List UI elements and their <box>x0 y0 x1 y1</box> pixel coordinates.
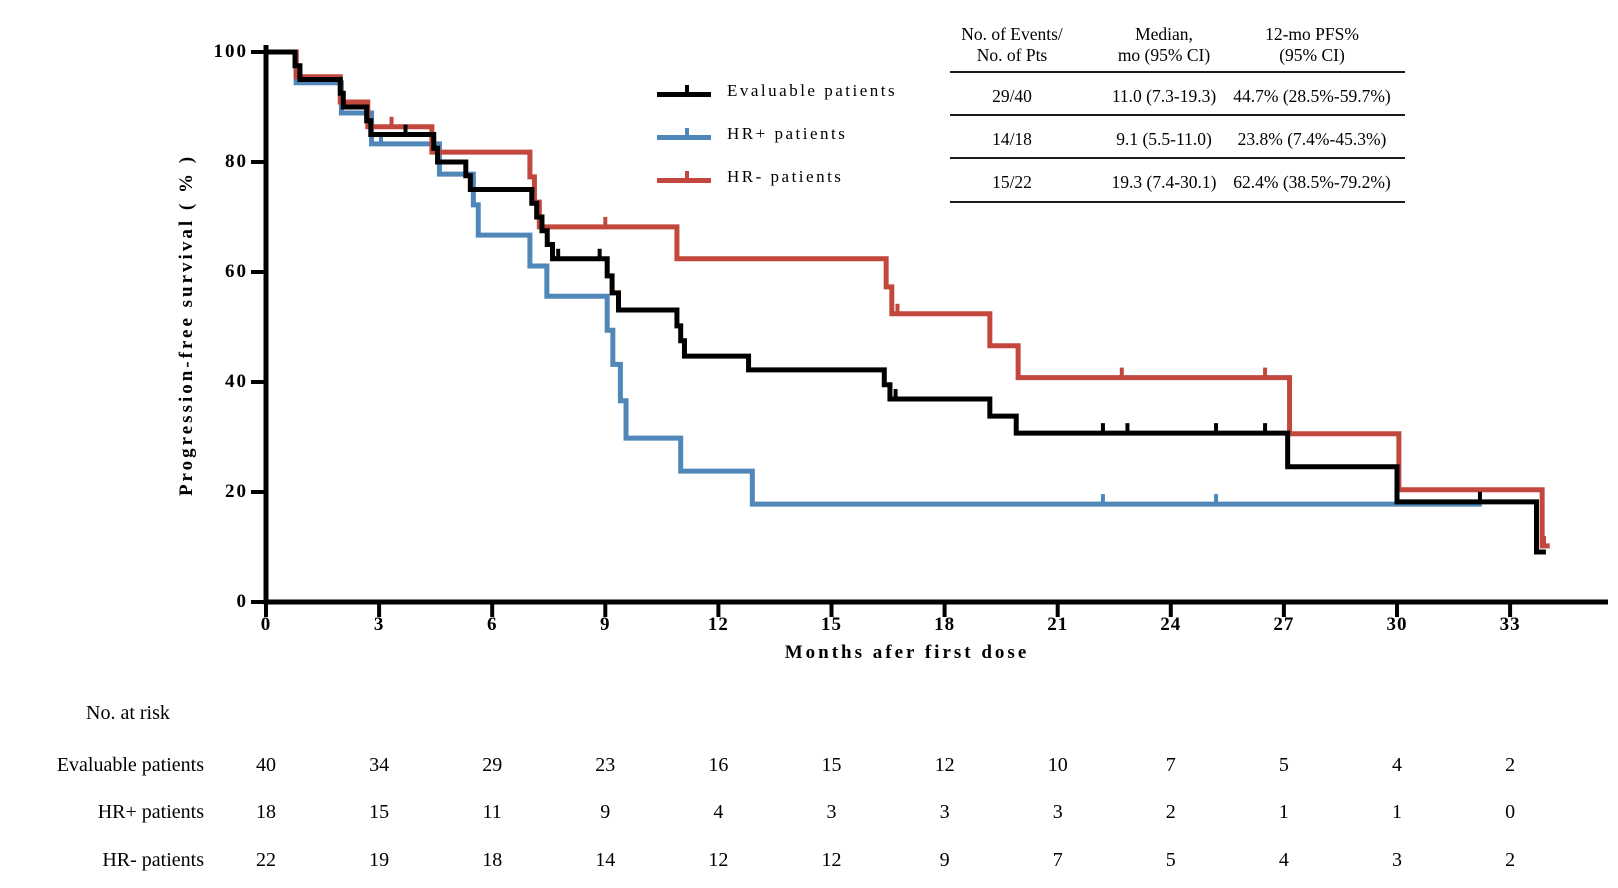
x-tick-label: 15 <box>821 614 842 635</box>
risk-count: 19 <box>369 849 390 871</box>
risk-row-label: Evaluable patients <box>56 754 204 776</box>
risk-count: 5 <box>1278 754 1289 776</box>
legend-label: HR+ patients <box>727 124 848 143</box>
risk-count: 2 <box>1165 801 1176 823</box>
summary-cell: 15/22 <box>992 172 1032 192</box>
risk-count: 12 <box>821 849 842 871</box>
y-axis-title: Progression-free survival ( % ) <box>176 153 197 497</box>
km-curve-evaluable-patients <box>266 49 1546 555</box>
x-tick-label: 9 <box>600 614 611 635</box>
x-tick-label: 21 <box>1047 614 1069 635</box>
risk-count: 15 <box>369 801 390 823</box>
y-tick-label: 0 <box>236 591 248 612</box>
x-tick-label: 3 <box>373 614 385 635</box>
risk-count: 2 <box>1505 849 1516 871</box>
table-rule <box>950 71 1405 73</box>
legend-line-icon <box>657 85 711 97</box>
risk-count: 18 <box>256 801 276 823</box>
risk-count: 11 <box>482 801 502 823</box>
risk-row-label: HR+ patients <box>97 801 204 823</box>
risk-table-title: No. at risk <box>86 702 170 724</box>
summary-cell: 11.0 (7.3-19.3) <box>1111 86 1217 106</box>
x-tick-label: 27 <box>1273 614 1295 635</box>
legend-item: HR- patients <box>655 166 843 188</box>
summary-cell: 23.8% (7.4%-45.3%) <box>1237 129 1387 149</box>
summary-cell: 9.1 (5.5-11.0) <box>1116 129 1212 149</box>
risk-count: 1 <box>1392 801 1402 823</box>
legend-line-icon <box>657 128 711 140</box>
risk-count: 0 <box>1505 801 1516 823</box>
risk-count: 2 <box>1505 754 1516 776</box>
x-tick-label: 24 <box>1160 614 1182 635</box>
y-tick-label: 20 <box>225 481 248 502</box>
risk-count: 23 <box>595 754 616 776</box>
risk-count: 34 <box>369 754 390 776</box>
risk-count: 14 <box>595 849 616 871</box>
risk-count: 9 <box>939 849 950 871</box>
risk-count: 5 <box>1165 849 1176 871</box>
x-tick-label: 18 <box>934 614 956 635</box>
risk-count: 29 <box>482 754 503 776</box>
table-rule <box>950 114 1405 116</box>
x-tick-label: 33 <box>1499 614 1521 635</box>
y-tick-label: 100 <box>213 41 248 62</box>
risk-count: 12 <box>708 849 729 871</box>
summary-cell: 29/40 <box>992 86 1032 106</box>
risk-count: 1 <box>1278 801 1289 823</box>
summary-cell: 14/18 <box>992 129 1032 149</box>
risk-count: 7 <box>1165 754 1176 776</box>
risk-count: 16 <box>708 754 729 776</box>
km-curve-hr-patients <box>266 49 1482 507</box>
risk-count: 40 <box>256 754 276 776</box>
risk-count: 3 <box>1052 801 1063 823</box>
legend-item: Evaluable patients <box>655 80 897 102</box>
legend-label: HR- patients <box>727 167 844 186</box>
legend-label: Evaluable patients <box>727 81 898 100</box>
risk-count: 18 <box>482 849 503 871</box>
y-tick-label: 40 <box>225 371 248 392</box>
summary-col-header: 12-mo PFS% (95% CI) <box>1265 24 1359 65</box>
summary-cell: 44.7% (28.5%-59.7%) <box>1233 86 1391 106</box>
risk-count: 4 <box>1278 849 1289 871</box>
x-tick-label: 0 <box>260 614 272 635</box>
risk-count: 10 <box>1047 754 1068 776</box>
risk-count: 12 <box>934 754 955 776</box>
risk-count: 3 <box>939 801 950 823</box>
summary-col-header: Median, mo (95% CI) <box>1117 24 1211 65</box>
table-rule <box>950 201 1405 203</box>
y-tick-label: 60 <box>225 261 248 282</box>
summary-cell: 19.3 (7.4-30.1) <box>1111 172 1217 192</box>
x-tick-label: 12 <box>707 614 729 635</box>
summary-cell: 62.4% (38.5%-79.2%) <box>1233 172 1391 192</box>
risk-count: 3 <box>1392 849 1402 871</box>
risk-count: 15 <box>821 754 842 776</box>
x-tick-label: 30 <box>1386 614 1408 635</box>
legend-item: HR+ patients <box>655 123 847 145</box>
risk-count: 9 <box>600 801 611 823</box>
risk-row-label: HR- patients <box>102 849 204 871</box>
x-tick-label: 6 <box>486 614 498 635</box>
risk-count: 3 <box>826 801 837 823</box>
risk-count: 4 <box>1392 754 1402 776</box>
x-axis-title: Months afer first dose <box>784 642 1030 663</box>
legend-line-icon <box>657 171 711 183</box>
summary-col-header: No. of Events/ No. of Pts <box>961 24 1063 65</box>
risk-count: 22 <box>256 849 276 871</box>
table-rule <box>950 157 1405 159</box>
y-tick-label: 80 <box>225 151 248 172</box>
risk-count: 4 <box>713 801 724 823</box>
risk-count: 7 <box>1052 849 1063 871</box>
